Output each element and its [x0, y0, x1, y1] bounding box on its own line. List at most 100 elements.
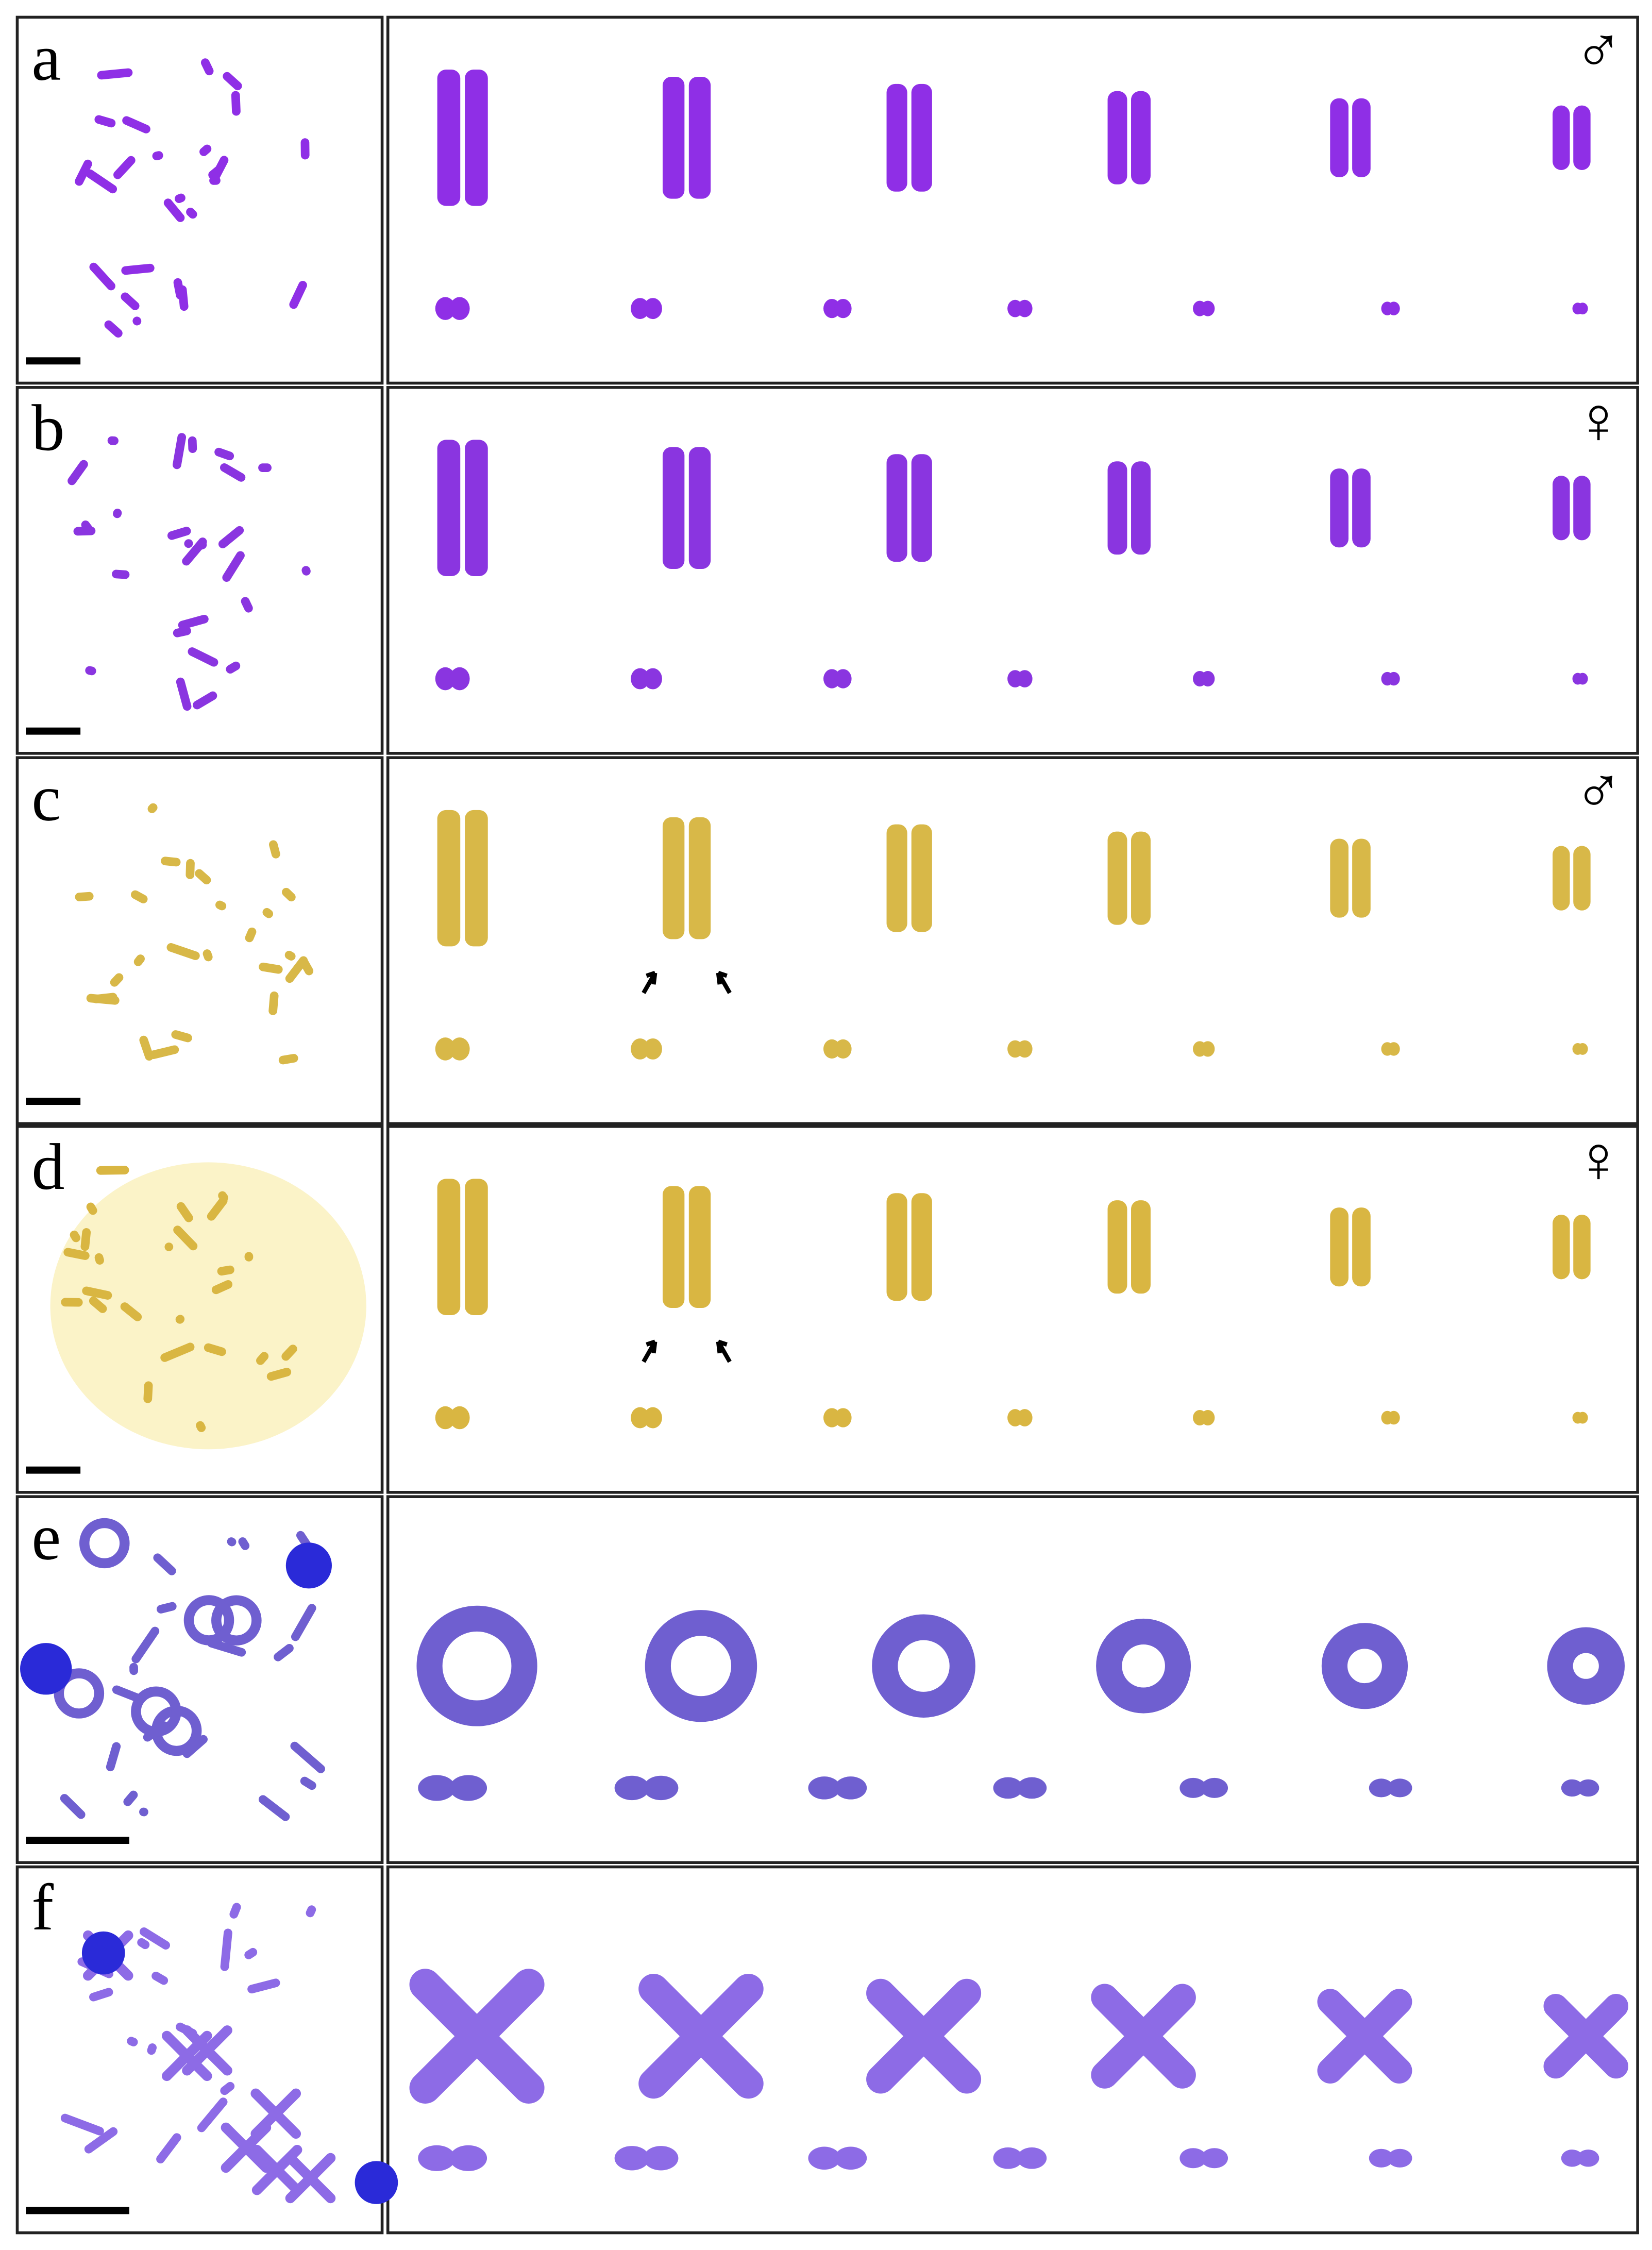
- chromosome-x: [1091, 1984, 1196, 2089]
- spread-frame: [15, 15, 384, 385]
- spread-chromosome: [241, 597, 253, 613]
- small-chromosome: [1017, 2147, 1047, 2169]
- spread-x: [221, 2122, 272, 2173]
- small-chromosome: [1561, 2150, 1583, 2167]
- small-chromosome: [1017, 670, 1033, 687]
- chromosome: [911, 83, 932, 192]
- spread-x: [285, 2153, 336, 2204]
- chromosome-ring: [645, 1610, 757, 1722]
- karyotype-frame: [386, 386, 1639, 755]
- spread-chromosome: [60, 1794, 86, 1819]
- small-chromosome: [1201, 2148, 1228, 2169]
- chromosome: [465, 440, 488, 576]
- spread-chromosome: [89, 1297, 107, 1313]
- small-chromosome: [1201, 1409, 1215, 1426]
- spread-chromosome: [131, 890, 148, 903]
- spread-chromosome: [269, 840, 280, 859]
- small-chromosome: [631, 1038, 650, 1060]
- spread-chromosome: [86, 1202, 97, 1215]
- spread-chromosome: [139, 1807, 148, 1817]
- chromosome-x: [1543, 1993, 1629, 2079]
- chromosome: [1553, 846, 1570, 911]
- small-chromosome: [993, 2147, 1023, 2169]
- chromosome: [1553, 1215, 1570, 1280]
- chromosome: [1553, 105, 1570, 170]
- small-chromosome: [1017, 1040, 1033, 1058]
- small-chromosome: [808, 2146, 840, 2170]
- spread-chromosome: [163, 198, 185, 222]
- spread-chromosome: [244, 1252, 254, 1262]
- nucleus: [285, 1542, 332, 1589]
- spread-ring: [211, 1595, 262, 1645]
- spread-chromosome: [300, 138, 310, 160]
- small-chromosome: [1388, 2148, 1412, 2168]
- spread-chromosome: [113, 509, 122, 518]
- chromosome: [1107, 1200, 1127, 1294]
- spread-chromosome: [153, 1553, 176, 1575]
- chromosome: [1107, 461, 1127, 555]
- spread-chromosome: [173, 626, 191, 637]
- scale-bar: [26, 727, 81, 735]
- spread-frame: [15, 756, 384, 1125]
- spread-chromosome: [238, 1537, 250, 1550]
- small-chromosome: [834, 298, 852, 318]
- arrow: [642, 970, 658, 994]
- spread-chromosome: [284, 950, 296, 961]
- small-chromosome: [643, 2146, 679, 2171]
- spread-chromosome: [122, 116, 150, 133]
- small-chromosome: [1201, 300, 1215, 316]
- small-chromosome: [643, 1407, 662, 1429]
- spread-chromosome: [171, 1030, 192, 1043]
- arrow: [716, 970, 732, 994]
- spread-chromosome: [231, 91, 241, 116]
- chromosome: [886, 83, 907, 192]
- small-chromosome: [1201, 671, 1215, 687]
- spread-chromosome: [184, 539, 193, 548]
- spread-chromosome: [220, 2081, 235, 2095]
- spread-chromosome: [220, 1928, 232, 1971]
- spread-chromosome: [143, 1381, 153, 1403]
- spread-chromosome: [175, 193, 186, 204]
- spread-chromosome: [89, 262, 115, 291]
- chromosome: [688, 1186, 711, 1308]
- spread-chromosome: [104, 320, 123, 338]
- chromosome-ring: [1321, 1623, 1408, 1709]
- sex-symbol: ♀: [1574, 1123, 1623, 1196]
- nucleus: [81, 1931, 125, 1975]
- small-chromosome: [834, 2146, 867, 2170]
- small-chromosome: [435, 1406, 456, 1430]
- spread-chromosome: [60, 2113, 104, 2136]
- chromosome: [1330, 98, 1348, 177]
- chromosome: [662, 817, 685, 939]
- small-chromosome: [1017, 1409, 1033, 1426]
- spread-chromosome: [182, 1735, 208, 1758]
- spread-chromosome: [182, 538, 207, 566]
- spread-chromosome: [278, 1054, 298, 1065]
- chromosome: [1352, 98, 1371, 177]
- panel-label: e: [31, 1501, 61, 1574]
- spread-chromosome: [132, 316, 142, 326]
- spread-chromosome: [300, 1776, 316, 1790]
- spread-chromosome: [209, 176, 221, 185]
- chromosome-x: [638, 1973, 764, 2099]
- spread-chromosome: [175, 1315, 185, 1324]
- sex-symbol: ♀: [1574, 384, 1623, 457]
- chromosome: [688, 447, 711, 569]
- nucleus: [20, 1643, 72, 1695]
- spread-chromosome: [197, 2097, 228, 2133]
- spread-chromosome: [193, 691, 217, 710]
- small-chromosome: [643, 1775, 679, 1801]
- spread-chromosome: [207, 1196, 228, 1221]
- arrow: [716, 1339, 732, 1363]
- spread-chromosome: [259, 962, 283, 974]
- chromosome: [1553, 476, 1570, 541]
- small-chromosome: [1577, 673, 1588, 685]
- panel-label: c: [31, 762, 61, 835]
- chromosome-ring: [1096, 1618, 1191, 1714]
- scale-bar: [26, 1098, 81, 1105]
- spread-x: [182, 2025, 232, 2076]
- spread-chromosome: [274, 1643, 294, 1661]
- chromosome-x: [866, 1978, 982, 2094]
- spread-chromosome: [186, 859, 195, 879]
- spread-chromosome: [178, 285, 189, 311]
